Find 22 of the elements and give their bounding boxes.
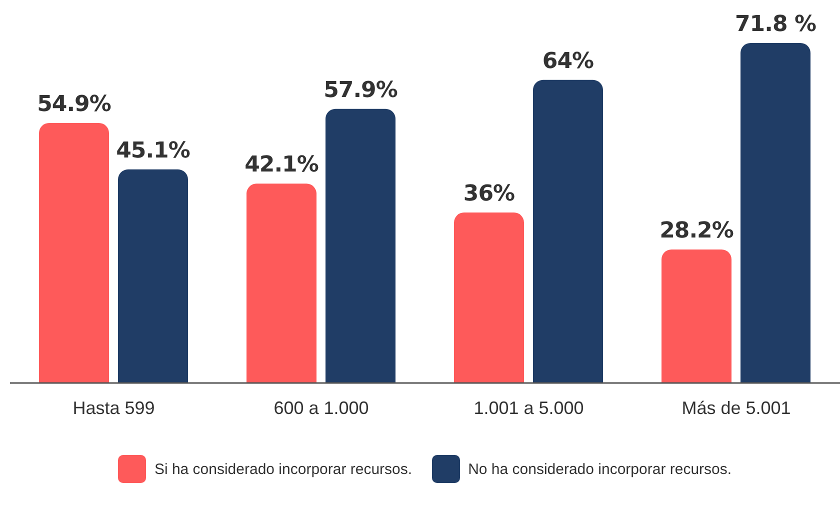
x-tick-label: Más de 5.001 bbox=[682, 398, 791, 418]
x-tick-label: 1.001 a 5.000 bbox=[474, 398, 584, 418]
data-label: 36% bbox=[463, 182, 516, 207]
data-label: 71.8 % bbox=[735, 12, 816, 37]
data-label: 64% bbox=[542, 48, 594, 74]
legend-label: Si ha considerado incorporar recursos. bbox=[154, 460, 412, 478]
bar bbox=[118, 169, 188, 383]
data-label: 45.1% bbox=[116, 138, 190, 164]
bar bbox=[740, 43, 810, 383]
data-label: 42.1% bbox=[244, 152, 319, 178]
data-label: 57.9% bbox=[324, 78, 398, 103]
bar bbox=[533, 80, 603, 383]
x-tick-label: 600 a 1.000 bbox=[274, 398, 369, 418]
bar bbox=[326, 108, 396, 383]
bar bbox=[246, 184, 316, 383]
bar bbox=[454, 212, 524, 383]
bar bbox=[662, 249, 732, 383]
bar bbox=[39, 123, 109, 383]
x-tick-label: Hasta 599 bbox=[72, 398, 155, 418]
legend-label: No ha considerado incorporar recursos. bbox=[468, 460, 732, 478]
data-label: 54.9% bbox=[37, 92, 112, 118]
data-label: 28.2% bbox=[660, 218, 734, 244]
